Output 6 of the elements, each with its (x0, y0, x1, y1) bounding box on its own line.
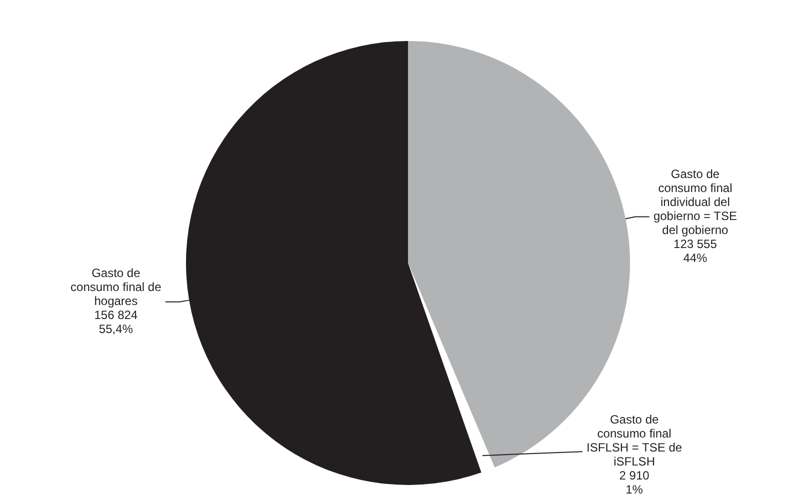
slice-label: Gasto de consumo final ISFLSH = TSE de iSFLSH (586, 412, 682, 468)
data-label: 156 824 55,4% (94, 308, 138, 336)
data-label: 2 910 1% (619, 468, 650, 496)
slice-label: Gasto de consumo final de hogares (70, 266, 162, 308)
data-label: 123 555 44% (674, 237, 718, 266)
slice-label: Gasto de consumo final individual del gobierno = TSE del gobierno (653, 167, 737, 238)
